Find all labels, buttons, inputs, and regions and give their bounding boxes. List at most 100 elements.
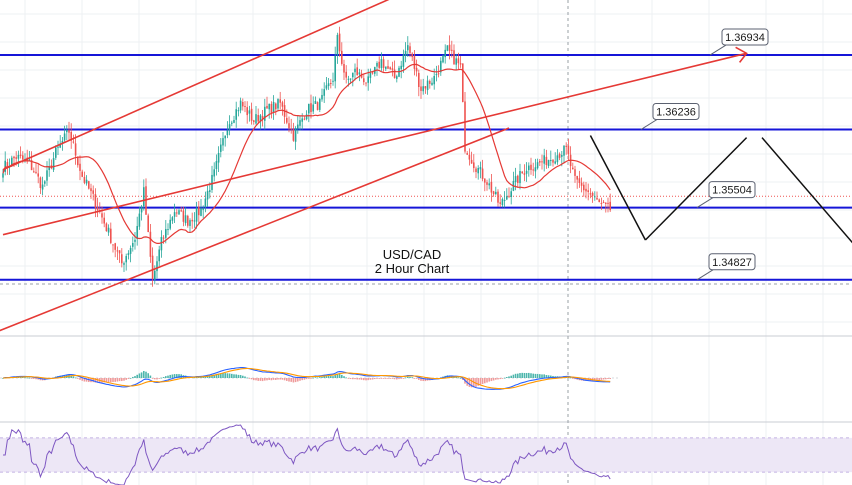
candle-body — [514, 176, 517, 183]
candle-body — [235, 109, 237, 120]
candle — [52, 152, 55, 172]
candle-body — [468, 154, 471, 160]
candle — [409, 42, 411, 58]
candle — [171, 216, 174, 224]
macd-histogram-bar — [2, 378, 4, 379]
macd-histogram-bar — [94, 378, 97, 383]
candle-body — [409, 46, 411, 53]
candle-body — [426, 80, 429, 91]
candle — [261, 109, 264, 127]
macd-histogram-bar — [145, 371, 147, 378]
candle-body — [323, 89, 325, 96]
candle — [517, 174, 519, 188]
candle-body — [222, 138, 224, 146]
candle — [523, 164, 526, 182]
candle-body — [231, 122, 233, 124]
candle — [129, 245, 132, 263]
macd-histogram-bar — [22, 377, 24, 378]
candle-body — [70, 131, 72, 141]
candle-body — [418, 72, 420, 87]
candle-body — [281, 102, 284, 107]
macd-histogram-bar — [338, 373, 341, 378]
candle — [321, 88, 323, 102]
candle — [242, 98, 244, 111]
label-box — [721, 28, 769, 46]
candle-body — [543, 155, 545, 164]
candle-body — [151, 255, 154, 279]
macd-histogram-bar — [541, 374, 543, 378]
macd-histogram-bar — [235, 374, 237, 378]
candle-body — [602, 202, 605, 204]
candle — [481, 159, 484, 182]
candle — [57, 140, 59, 155]
candle — [279, 91, 281, 110]
macd-histogram-bar — [552, 375, 554, 378]
macd-histogram-bar — [389, 378, 391, 379]
candle — [413, 49, 416, 76]
candle-body — [187, 215, 189, 226]
macd-histogram-bar — [149, 375, 152, 378]
candle — [563, 145, 565, 164]
candle — [44, 180, 46, 187]
macd-histogram-bar — [290, 378, 292, 382]
candle-body — [6, 162, 9, 167]
candle-body — [96, 206, 99, 211]
candle-body — [46, 170, 48, 181]
candle — [191, 212, 193, 229]
candle — [336, 32, 339, 64]
candle-body — [257, 114, 259, 122]
candle — [576, 175, 578, 189]
candle — [35, 163, 37, 175]
candle — [418, 69, 420, 97]
candle-body — [347, 78, 350, 80]
macd-histogram-bar — [550, 375, 552, 378]
candle-body — [217, 152, 220, 163]
candle-body — [440, 60, 442, 73]
macd-histogram-bar — [61, 375, 64, 378]
candle — [204, 191, 207, 213]
candle — [66, 125, 68, 141]
candle — [334, 46, 336, 89]
macd-histogram-bar — [407, 376, 409, 378]
candle — [39, 176, 42, 195]
candle-body — [220, 144, 222, 152]
candle-body — [268, 103, 270, 110]
candle-body — [598, 199, 600, 202]
candle-body — [376, 63, 378, 67]
candle-body — [74, 143, 77, 156]
projection-segment — [761, 137, 852, 244]
candle-body — [259, 115, 262, 123]
candle-body — [272, 101, 275, 113]
candle-body — [202, 208, 204, 210]
macd-histogram-bar — [231, 373, 233, 378]
candle — [391, 61, 394, 77]
candle-body — [176, 212, 178, 214]
candle — [297, 115, 299, 134]
candle-body — [94, 194, 97, 208]
macd-histogram-bar — [92, 378, 94, 383]
candle — [424, 86, 427, 94]
candle — [387, 59, 389, 69]
candle-body — [607, 202, 609, 204]
candle — [609, 193, 611, 212]
candle-body — [33, 171, 35, 173]
label-box — [652, 102, 700, 120]
candle — [4, 151, 6, 176]
candle-body — [299, 120, 301, 126]
macd-histogram-bar — [503, 377, 506, 379]
candle — [209, 182, 211, 199]
candle — [407, 36, 409, 57]
candle-body — [525, 170, 528, 174]
candle-body — [490, 181, 493, 193]
candle-body — [462, 63, 464, 102]
candle — [110, 222, 112, 245]
macd-histogram-bar — [173, 374, 176, 378]
macd-histogram-bar — [215, 374, 218, 378]
rsi-pane — [0, 424, 852, 485]
macd-histogram-bar — [85, 378, 88, 382]
candle — [602, 200, 605, 204]
macd-histogram-bar — [457, 377, 460, 379]
macd-histogram-bar — [347, 378, 350, 379]
candle-body — [41, 184, 44, 190]
